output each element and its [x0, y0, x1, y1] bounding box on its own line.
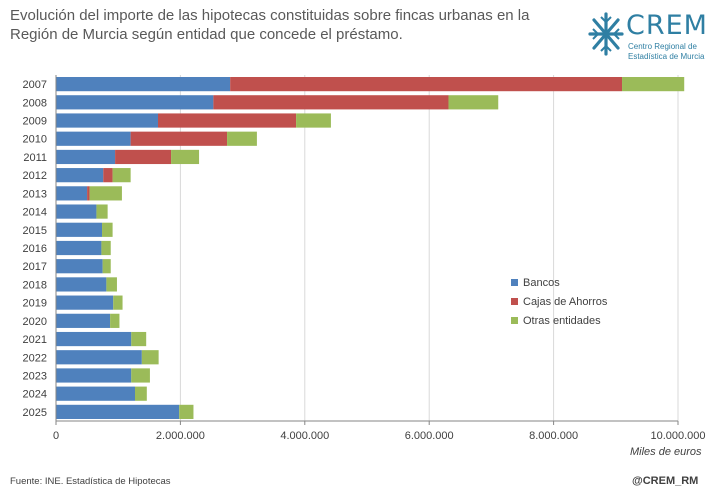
bar-2024-series-2	[134, 386, 147, 401]
legend-item-1: Cajas de Ahorros	[511, 292, 607, 311]
bar-2020-series-2	[110, 313, 120, 328]
x-tick-label-4: 8.000.000	[529, 430, 578, 442]
bar-2023-series-2	[131, 368, 150, 383]
y-tick-label-2021: 2021	[23, 334, 47, 346]
bar-2010-series-0	[56, 131, 131, 146]
y-tick-label-2015: 2015	[23, 225, 47, 237]
x-tick-label-5: 10.000.000	[650, 430, 705, 442]
bar-2007-series-2	[622, 77, 685, 92]
crem-snowflake-icon	[588, 12, 624, 56]
bar-2014-series-2	[96, 204, 108, 219]
y-tick-label-2025: 2025	[23, 407, 47, 419]
bar-2012-series-2	[112, 168, 131, 183]
bar-2017-series-2	[102, 259, 111, 274]
y-tick-label-2024: 2024	[23, 389, 47, 401]
bar-2012-series-1	[103, 168, 113, 183]
bar-2019-series-0	[56, 295, 114, 310]
y-tick-label-2023: 2023	[23, 370, 47, 382]
y-tick-label-2011: 2011	[23, 152, 47, 164]
x-tick-label-1: 2.000.000	[156, 430, 205, 442]
x-tick-label-2: 4.000.000	[280, 430, 329, 442]
y-tick-label-2017: 2017	[23, 261, 47, 273]
legend-label-2: Otras entidades	[523, 314, 601, 327]
source-note: Fuente: INE. Estadística de Hipotecas	[10, 476, 171, 487]
y-tick-label-2016: 2016	[23, 243, 47, 255]
bar-2012-series-0	[56, 168, 104, 183]
legend-item-0: Bancos	[511, 273, 607, 292]
bar-2010-series-1	[130, 131, 228, 146]
bar-2011-series-2	[171, 149, 200, 165]
y-tick-label-2009: 2009	[23, 116, 47, 128]
y-tick-label-2022: 2022	[23, 352, 47, 364]
chart-legend: Bancos Cajas de Ahorros Otras entidades	[511, 273, 607, 330]
bar-2016-series-0	[56, 240, 102, 256]
bar-2016-series-2	[101, 240, 111, 256]
bar-2022-series-0	[56, 350, 142, 365]
logo-subtitle: Centro Regional de Estadística de Murcia	[628, 42, 704, 62]
chart-title-line-2: Región de Murcia según entidad que conce…	[10, 26, 403, 43]
y-tick-label-2007: 2007	[23, 79, 47, 91]
legend-swatch-1	[511, 298, 518, 305]
bar-2009-series-1	[158, 113, 297, 128]
bar-2018-series-0	[56, 277, 107, 292]
bar-2009-series-2	[296, 113, 331, 128]
bar-2015-series-2	[102, 222, 113, 237]
bar-2015-series-0	[56, 222, 103, 237]
bar-2011-series-0	[56, 149, 116, 165]
y-tick-label-2010: 2010	[23, 134, 47, 146]
bar-2008-series-2	[448, 95, 499, 110]
x-axis-label: Miles de euros	[630, 446, 702, 458]
bar-2024-series-0	[56, 386, 135, 401]
bar-2014-series-0	[56, 204, 97, 219]
bar-2023-series-0	[56, 368, 132, 383]
bar-2007-series-0	[56, 77, 231, 92]
logo-wordmark: CREM	[626, 10, 708, 41]
bar-2013-series-2	[89, 186, 122, 201]
bar-2013-series-0	[56, 186, 88, 201]
social-handle: @CREM_RM	[632, 475, 699, 487]
bar-2025-series-0	[56, 404, 180, 419]
y-tick-label-2020: 2020	[23, 316, 47, 328]
logo-subtitle-line-1: Centro Regional de	[628, 42, 697, 51]
x-tick-label-0: 0	[53, 430, 59, 442]
bar-2013-series-1	[87, 186, 90, 201]
chart-title: Evolución del importe de las hipotecas c…	[10, 6, 550, 44]
bar-2022-series-2	[141, 350, 159, 365]
legend-label-1: Cajas de Ahorros	[523, 295, 608, 308]
logo-subtitle-line-2: Estadística de Murcia	[628, 52, 705, 61]
x-tick-label-3: 6.000.000	[405, 430, 454, 442]
bar-2025-series-2	[179, 404, 194, 419]
y-tick-label-2018: 2018	[23, 279, 47, 291]
bar-2017-series-0	[56, 259, 103, 274]
bar-2020-series-0	[56, 313, 111, 328]
legend-item-2: Otras entidades	[511, 311, 607, 330]
bar-2021-series-2	[131, 331, 147, 347]
legend-swatch-0	[511, 279, 518, 286]
legend-label-0: Bancos	[523, 276, 560, 289]
bar-2011-series-1	[115, 149, 172, 165]
legend-swatch-2	[511, 317, 518, 324]
bar-2021-series-0	[56, 331, 132, 347]
crem-logo: CREM Centro Regional de Estadística de M…	[588, 8, 713, 68]
y-tick-label-2012: 2012	[23, 170, 47, 182]
y-tick-label-2014: 2014	[23, 207, 47, 219]
bar-2008-series-1	[213, 95, 449, 110]
bar-2019-series-2	[113, 295, 123, 310]
chart-title-line-1: Evolución del importe de las hipotecas c…	[10, 7, 530, 24]
bar-2018-series-2	[106, 277, 117, 292]
bar-2008-series-0	[56, 95, 214, 110]
y-tick-label-2008: 2008	[23, 97, 47, 109]
y-tick-label-2013: 2013	[23, 188, 47, 200]
bar-2010-series-2	[227, 131, 257, 146]
bar-2009-series-0	[56, 113, 159, 128]
bar-2007-series-1	[230, 77, 623, 92]
y-tick-label-2019: 2019	[23, 298, 47, 310]
